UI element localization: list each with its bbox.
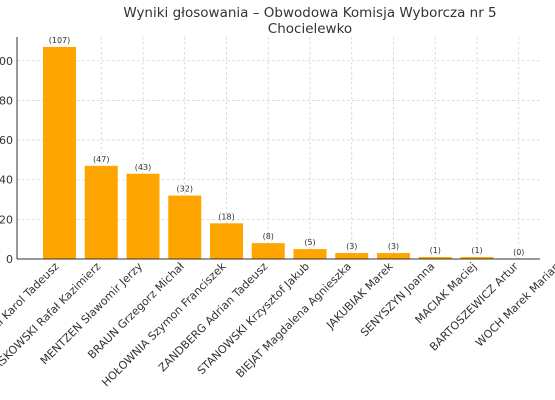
y-tick-label: 20	[0, 213, 13, 226]
data-label: (3)	[346, 242, 357, 251]
y-tick-label: 60	[0, 134, 13, 147]
data-label: (1)	[471, 246, 482, 255]
bar	[126, 173, 160, 259]
data-labels: (107) (47) (43) (32) (18) (8) (5) (3) (3) (1) (1) (…	[49, 36, 525, 257]
bar	[168, 195, 202, 259]
y-tick-label: 100	[0, 55, 13, 68]
data-label: (47)	[93, 155, 109, 164]
y-tick-label: 40	[0, 174, 13, 187]
bar	[293, 249, 327, 259]
chart-title-line-1: Wyniki głosowania – Obwodowa Komisja Wyb…	[123, 5, 496, 21]
data-label: (0)	[513, 248, 524, 257]
data-label: (8)	[263, 232, 274, 241]
chart-title-line-2: Chocielewko	[268, 21, 352, 37]
data-label: (3)	[388, 242, 399, 251]
bar	[210, 223, 243, 259]
y-tick-label: 80	[0, 94, 13, 107]
y-tick-label: 0	[6, 253, 13, 266]
x-tick-label: SENYSZYN Joanna	[358, 260, 437, 339]
data-label: (107)	[49, 36, 71, 45]
y-tick-labels: 0 20 40 60 80 100	[0, 55, 13, 266]
bar	[251, 243, 285, 259]
bar	[43, 46, 76, 260]
bars	[43, 46, 494, 260]
data-label: (1)	[430, 246, 441, 255]
bar	[84, 165, 118, 259]
data-label: (18)	[218, 212, 234, 221]
data-label: (5)	[304, 238, 315, 247]
bar	[335, 253, 369, 259]
grid	[17, 37, 540, 260]
bar	[418, 257, 452, 259]
bar	[377, 253, 410, 259]
bar	[460, 257, 494, 259]
data-label: (43)	[135, 163, 151, 172]
data-label: (32)	[177, 185, 193, 194]
